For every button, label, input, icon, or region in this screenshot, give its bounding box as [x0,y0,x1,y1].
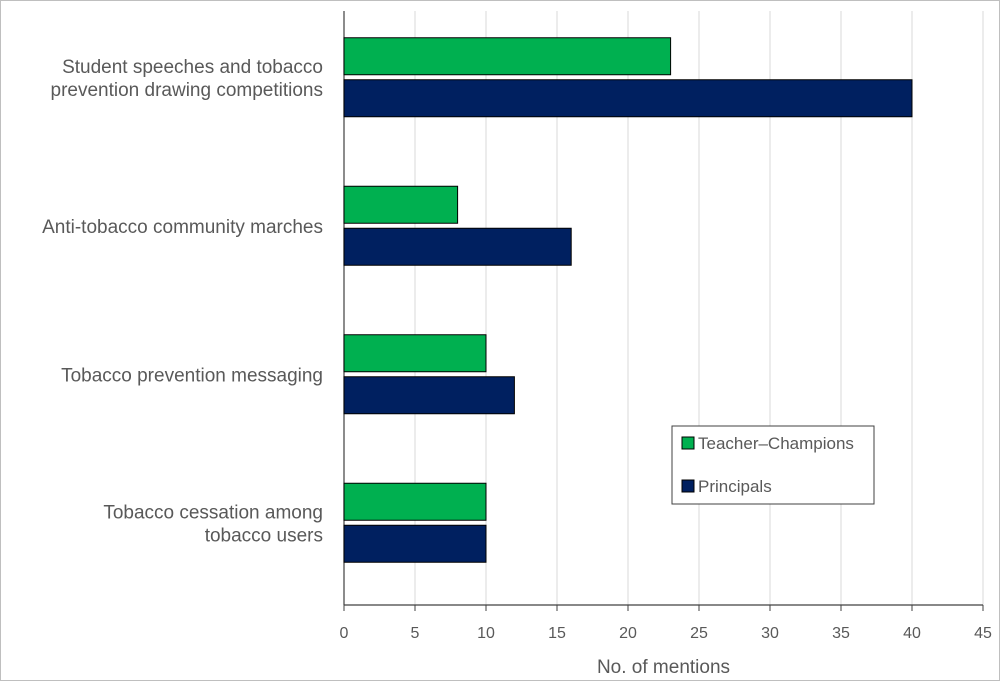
legend [671,425,875,505]
x-tick-label: 0 [340,625,349,642]
bar-teacher-champions [343,37,672,76]
x-tick-label: 25 [690,625,708,642]
legend-label: Teacher–Champions [698,434,854,453]
x-tick-label: 10 [477,625,495,642]
x-tick-label: 40 [903,625,921,642]
category-label: Tobacco prevention messaging [61,365,323,386]
x-tick-label: 15 [548,625,566,642]
category-label: Anti-tobacco community marches [42,217,323,238]
bar-principals [343,524,487,563]
legend-label: Principals [698,477,772,496]
bar-principals [343,376,515,415]
bar-teacher-champions [343,334,487,373]
x-tick-label: 5 [411,625,420,642]
x-tick-label: 45 [974,625,992,642]
x-tick-label: 35 [832,625,850,642]
legend-swatch [681,436,695,450]
category-label: Student speeches and tobacco [62,57,323,78]
x-tick-label: 20 [619,625,637,642]
bar-teacher-champions [343,482,487,521]
x-tick-label: 30 [761,625,779,642]
bar-teacher-champions [343,185,459,224]
legend-swatch [681,479,695,493]
x-axis-title: No. of mentions [597,657,730,678]
bar-principals [343,79,913,118]
category-label: tobacco users [205,525,323,546]
category-label: prevention drawing competitions [51,80,324,101]
bar-principals [343,227,572,266]
category-label: Tobacco cessation among [103,502,323,523]
